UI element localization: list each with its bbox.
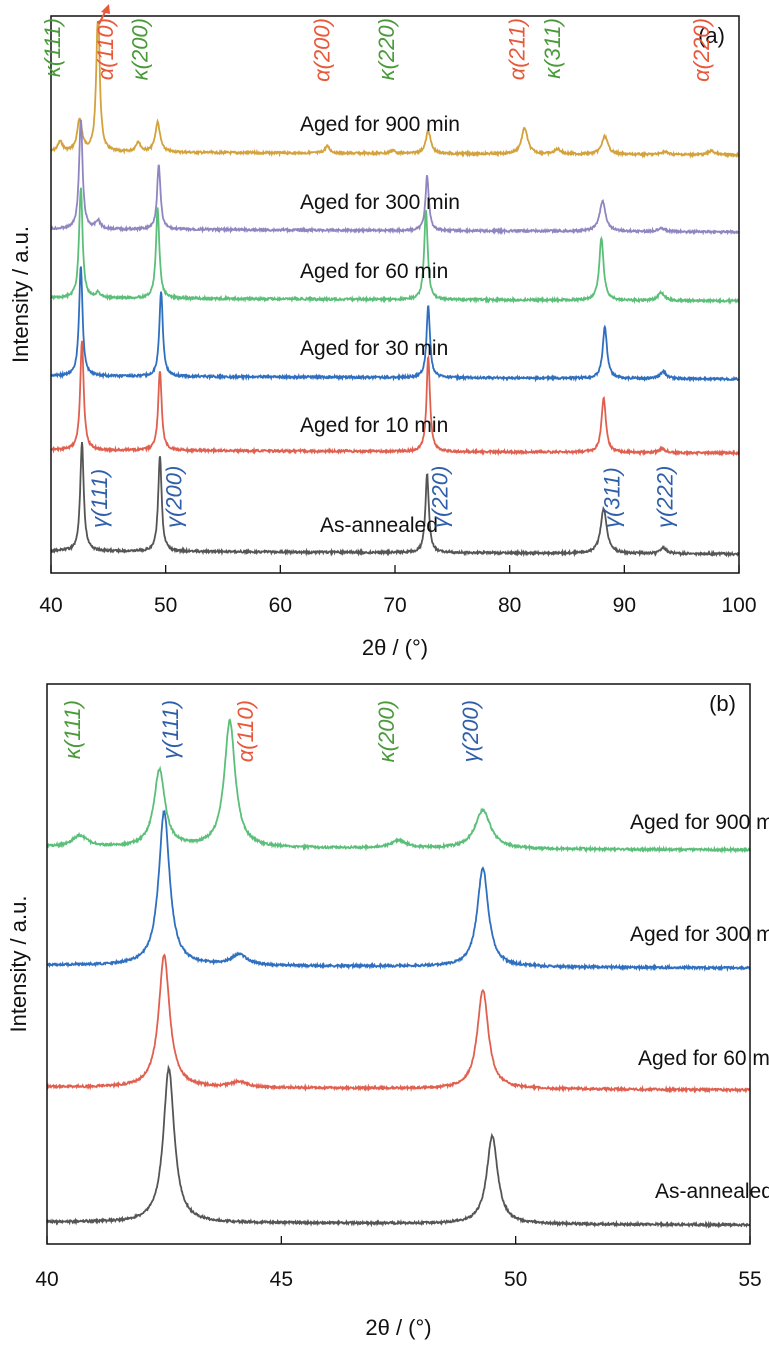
panel-b-series-label-as-annealed: As-annealed xyxy=(655,1180,769,1203)
panel-a-offscale-arrow-head xyxy=(101,4,111,14)
panel-a-trace-as-annealed xyxy=(50,442,740,558)
panel-a-peak-label-111-0: κ(111) xyxy=(40,18,65,77)
panel-b-y-axis-title: Intensity / a.u. xyxy=(6,896,31,1033)
panel-a-peak-label-220-10: γ(220) xyxy=(428,466,453,528)
panel-b-trace-aged-for-60-min xyxy=(46,953,751,1094)
panel-a-peak-label-220-7: α(220) xyxy=(689,18,714,82)
panel-a-panel-label: (a) xyxy=(698,23,725,48)
panel-a-x-tick-label-50: 50 xyxy=(154,594,177,617)
panel-a-peak-label-200-3: α(200) xyxy=(310,18,335,82)
panel-a-series-label-aged-for-10-min: Aged for 10 min xyxy=(300,414,448,437)
panel-a-x-tick-label-40: 40 xyxy=(39,594,62,617)
panel-a-trace-aged-for-30-min xyxy=(50,266,740,383)
panel-b-axes-frame xyxy=(46,683,751,1245)
panel-a-trace-aged-for-60-min xyxy=(50,187,740,306)
panel-a-series-label-aged-for-300-min: Aged for 300 min xyxy=(300,191,460,214)
panel-a-y-axis-title: Intensity / a.u. xyxy=(8,226,33,363)
panel-b-x-tick-label-40: 40 xyxy=(35,1268,58,1291)
panel-a-peak-label-311-11: γ(311) xyxy=(600,467,625,528)
panel-b-trace-aged-for-300-min xyxy=(46,809,751,973)
panel-b-trace-aged-for-900-min xyxy=(46,718,751,854)
panel-a-series-label-aged-for-60-min: Aged for 60 min xyxy=(300,260,448,283)
panel-b-series-label-aged-for-60-min: Aged for 60 min xyxy=(638,1047,769,1070)
panel-a-peak-label-220-4: κ(220) xyxy=(374,18,399,80)
panel-b-series-label-aged-for-300-min: Aged for 300 min xyxy=(630,923,769,946)
panel-a-chart: Aged for 900 min Aged for 300 min Aged for… xyxy=(8,4,757,660)
panel-a-series-label-aged-for-900-min: Aged for 900 min xyxy=(300,113,460,136)
panel-b-panel-label: (b) xyxy=(709,691,736,716)
panel-b-x-axis-title: 2θ / (°) xyxy=(365,1315,431,1340)
panel-a-x-tick-label-80: 80 xyxy=(498,594,521,617)
panel-b-peak-label-111-1: γ(111) xyxy=(158,700,183,759)
panel-a-x-tick-label-90: 90 xyxy=(613,594,636,617)
panel-b-series-label-aged-for-900-min: Aged for 900 min xyxy=(630,811,769,834)
panel-a-x-tick-label-60: 60 xyxy=(269,594,292,617)
panel-b-chart: Aged for 900 min Aged for 300 min Aged for… xyxy=(6,683,769,1340)
panel-a-x-tick-label-100: 100 xyxy=(721,594,756,617)
panel-a-series-label-aged-for-30-min: Aged for 30 min xyxy=(300,337,448,360)
panel-a-peak-label-110-1: α(110) xyxy=(93,18,118,80)
panel-b-peak-label-111-0: κ(111) xyxy=(60,700,85,759)
panel-a-peak-label-311-6: κ(311) xyxy=(540,18,565,79)
panel-b-trace-as-annealed xyxy=(46,1064,751,1229)
panel-a-peak-label-211-5: α(211) xyxy=(505,18,530,80)
panel-b-x-tick-label-55: 55 xyxy=(738,1268,761,1291)
panel-a-x-tick-label-70: 70 xyxy=(383,594,406,617)
panel-b-peak-label-110-2: α(110) xyxy=(233,700,258,762)
panel-b-peak-label-200-4: γ(200) xyxy=(458,700,483,762)
panel-a-axes-frame xyxy=(50,15,740,574)
panel-a-series-label-as-annealed: As-annealed xyxy=(320,514,438,537)
panel-b-peak-label-200-3: κ(200) xyxy=(374,700,399,762)
panel-a-peak-label-111-8: γ(111) xyxy=(87,469,112,528)
panel-a-trace-aged-for-900-min xyxy=(50,21,740,159)
panel-a-trace-aged-for-300-min xyxy=(50,119,740,236)
panel-a-peak-label-200-2: κ(200) xyxy=(127,18,152,80)
panel-a-trace-aged-for-10-min xyxy=(50,340,740,457)
panel-a-peak-label-200-9: γ(200) xyxy=(162,466,187,528)
panel-b-x-tick-label-45: 45 xyxy=(270,1268,293,1291)
panel-a-x-axis-title: 2θ / (°) xyxy=(362,635,428,660)
panel-b-x-tick-label-50: 50 xyxy=(504,1268,527,1291)
panel-a-peak-label-222-12: γ(222) xyxy=(652,466,677,528)
